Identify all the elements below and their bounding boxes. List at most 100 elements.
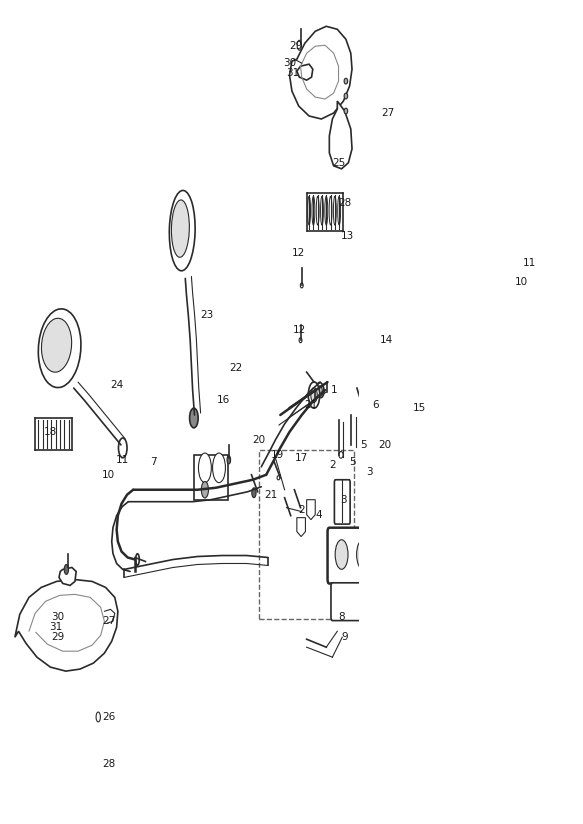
Circle shape [308, 382, 319, 408]
Text: 3: 3 [366, 467, 373, 477]
Polygon shape [59, 568, 76, 585]
Text: 12: 12 [293, 325, 307, 335]
Text: 20: 20 [252, 435, 265, 445]
Circle shape [252, 488, 256, 498]
Ellipse shape [316, 196, 319, 225]
Text: 14: 14 [380, 335, 393, 345]
Ellipse shape [344, 108, 347, 114]
Text: 25: 25 [332, 158, 345, 168]
Ellipse shape [277, 475, 280, 480]
Circle shape [189, 408, 198, 428]
Circle shape [198, 453, 211, 483]
Text: 11: 11 [523, 258, 536, 268]
Polygon shape [290, 26, 352, 119]
Text: 21: 21 [304, 400, 318, 410]
Polygon shape [15, 579, 118, 671]
Ellipse shape [333, 196, 336, 225]
Text: 4: 4 [315, 510, 322, 520]
Text: 13: 13 [341, 231, 354, 241]
Circle shape [399, 379, 410, 405]
Text: 19: 19 [271, 450, 284, 460]
Text: 28: 28 [338, 198, 352, 208]
Ellipse shape [344, 78, 347, 84]
Text: 21: 21 [265, 489, 278, 499]
Ellipse shape [321, 196, 324, 225]
Text: 31: 31 [287, 68, 300, 78]
Ellipse shape [339, 452, 343, 458]
Circle shape [335, 540, 348, 569]
Polygon shape [297, 64, 313, 80]
Circle shape [64, 564, 69, 574]
Text: 11: 11 [116, 455, 129, 465]
Ellipse shape [344, 93, 347, 99]
Circle shape [201, 481, 209, 498]
Text: 9: 9 [342, 632, 348, 642]
Text: 27: 27 [102, 616, 115, 626]
Text: 16: 16 [217, 395, 230, 405]
Text: 8: 8 [338, 612, 345, 622]
Text: 10: 10 [515, 278, 528, 288]
Circle shape [96, 712, 100, 722]
Ellipse shape [169, 190, 195, 271]
Circle shape [297, 40, 301, 50]
Ellipse shape [312, 196, 315, 225]
Text: 15: 15 [413, 403, 426, 413]
Text: 30: 30 [283, 59, 296, 68]
Text: 30: 30 [51, 612, 64, 622]
Text: 12: 12 [292, 247, 305, 258]
Circle shape [405, 402, 413, 422]
FancyBboxPatch shape [331, 583, 363, 620]
Text: 7: 7 [150, 456, 157, 467]
Text: 18: 18 [44, 427, 57, 437]
FancyBboxPatch shape [335, 480, 350, 524]
Polygon shape [297, 517, 305, 536]
Text: 17: 17 [295, 453, 308, 463]
Polygon shape [329, 101, 352, 169]
Ellipse shape [385, 356, 388, 360]
Text: 22: 22 [229, 363, 242, 373]
Ellipse shape [136, 554, 139, 565]
Text: 20: 20 [378, 440, 391, 450]
Polygon shape [195, 455, 228, 499]
Text: 24: 24 [110, 380, 123, 390]
Polygon shape [307, 499, 315, 520]
Text: 2: 2 [329, 460, 336, 470]
Ellipse shape [41, 318, 72, 372]
Circle shape [385, 379, 396, 405]
Polygon shape [380, 375, 416, 425]
Text: 1: 1 [331, 385, 338, 395]
Ellipse shape [300, 283, 303, 288]
Text: 2: 2 [298, 504, 305, 515]
Circle shape [381, 427, 388, 443]
Circle shape [227, 456, 231, 464]
Circle shape [213, 453, 226, 483]
Text: 5: 5 [360, 440, 366, 450]
Text: 6: 6 [372, 400, 378, 410]
Text: 5: 5 [349, 456, 355, 467]
Ellipse shape [299, 338, 302, 343]
FancyBboxPatch shape [328, 527, 372, 583]
Ellipse shape [318, 386, 322, 395]
Ellipse shape [38, 309, 81, 387]
Text: 10: 10 [102, 470, 115, 480]
Circle shape [311, 387, 317, 402]
Ellipse shape [317, 382, 324, 398]
Bar [259, 450, 354, 620]
Ellipse shape [308, 196, 311, 225]
Text: 23: 23 [200, 311, 213, 321]
Text: 31: 31 [49, 622, 62, 632]
Text: 26: 26 [102, 712, 115, 722]
Circle shape [118, 438, 127, 458]
Circle shape [357, 540, 370, 569]
Ellipse shape [171, 200, 189, 257]
Text: 29: 29 [289, 41, 302, 51]
Text: 28: 28 [102, 759, 115, 769]
Ellipse shape [338, 196, 340, 225]
Ellipse shape [325, 196, 328, 225]
FancyBboxPatch shape [365, 473, 381, 517]
Text: 3: 3 [340, 494, 347, 505]
Circle shape [380, 543, 389, 566]
Text: 27: 27 [381, 108, 394, 118]
Ellipse shape [329, 196, 332, 225]
Text: 29: 29 [51, 632, 64, 642]
